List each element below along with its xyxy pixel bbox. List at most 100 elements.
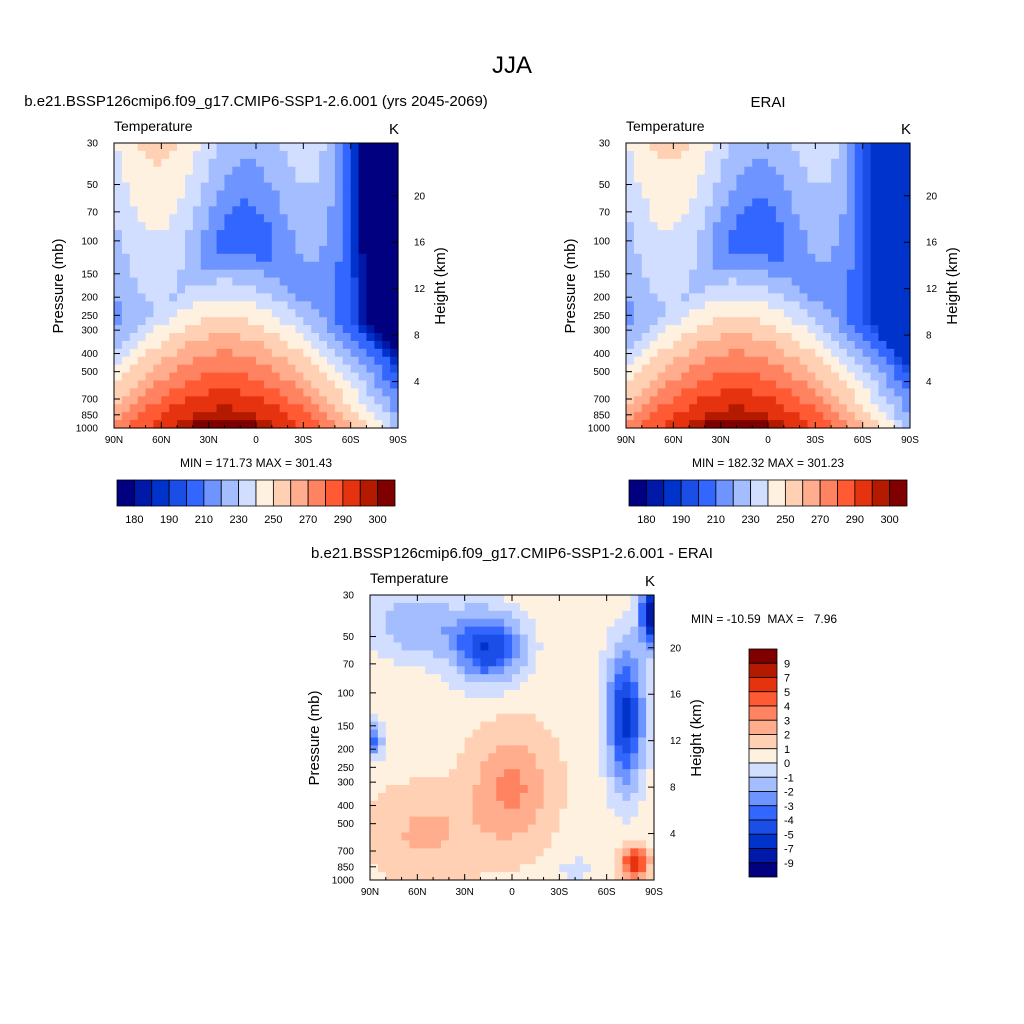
field-cell: [823, 198, 832, 207]
field-cell: [630, 745, 639, 754]
field-cell: [846, 309, 856, 318]
field-cell: [472, 769, 482, 778]
x-tick-label: 60S: [854, 435, 872, 446]
field-cell: [775, 404, 785, 413]
field-cell: [409, 824, 418, 834]
field-cell: [390, 190, 399, 200]
field-cell: [815, 222, 824, 231]
field-cell: [878, 404, 887, 413]
field-cell: [567, 761, 576, 770]
field-cell: [216, 261, 226, 271]
field-cell: [358, 143, 368, 152]
field-cell: [417, 737, 426, 747]
field-cell: [448, 824, 458, 834]
field-cell: [385, 626, 395, 636]
field-cell: [153, 293, 162, 302]
field-cell: [342, 230, 352, 239]
field-cell: [622, 697, 631, 707]
field-cell: [145, 333, 155, 342]
field-cell: [192, 206, 202, 215]
field-cell: [799, 182, 809, 192]
field-cell: [894, 198, 903, 207]
field-cell: [575, 595, 584, 604]
field-cell: [401, 721, 411, 731]
field-cell: [409, 856, 418, 865]
field-cell: [153, 158, 162, 168]
field-cell: [224, 269, 233, 279]
field-cell: [327, 269, 336, 279]
field-cell: [488, 642, 497, 652]
field-cell: [169, 174, 178, 184]
field-cell: [886, 388, 895, 397]
field-cell: [839, 238, 848, 247]
field-cell: [248, 301, 257, 310]
field-cell: [216, 372, 226, 382]
field-cell: [590, 634, 600, 644]
field-cell: [472, 848, 482, 857]
field-cell: [575, 721, 584, 731]
field-cell: [646, 666, 655, 675]
field-cell: [870, 261, 880, 271]
field-cell: [425, 816, 434, 826]
field-cell: [543, 682, 553, 691]
field-cell: [665, 206, 674, 215]
field-cell: [177, 150, 186, 160]
field-cell: [441, 602, 450, 612]
field-cell: [441, 705, 450, 715]
field-cell: [287, 150, 297, 160]
field-cell: [488, 674, 497, 683]
field-cell: [145, 261, 155, 271]
field-cell: [681, 293, 690, 302]
field-cell: [342, 150, 352, 160]
field-cell: [456, 816, 466, 826]
field-cell: [161, 285, 170, 295]
field-cell: [472, 705, 482, 715]
field-cell: [232, 253, 241, 263]
field-cell: [535, 674, 545, 683]
field-cell: [169, 190, 178, 200]
field-cell: [712, 356, 722, 366]
field-cell: [271, 261, 281, 271]
field-cell: [606, 658, 616, 667]
field-cell: [393, 737, 403, 747]
field-cell: [744, 222, 753, 231]
field-cell: [448, 666, 458, 675]
field-cell: [374, 412, 383, 421]
field-cell: [697, 301, 706, 310]
field-cell: [504, 618, 513, 628]
field-cell: [393, 840, 403, 849]
field-cell: [598, 753, 608, 762]
field-cell: [665, 372, 674, 382]
field-cell: [472, 642, 482, 652]
field-cell: [366, 261, 375, 271]
field-cell: [480, 745, 489, 754]
field-cell: [145, 317, 155, 326]
field-cell: [208, 396, 218, 405]
field-cell: [606, 824, 616, 834]
field-cell: [527, 674, 537, 683]
field-cell: [377, 634, 387, 644]
field-cell: [567, 737, 576, 747]
field-cell: [622, 610, 631, 620]
field-cell: [527, 642, 537, 652]
field-cell: [752, 301, 761, 310]
field-cell: [114, 309, 123, 318]
field-cell: [256, 269, 265, 279]
field-cell: [177, 348, 186, 358]
field-cell: [248, 261, 257, 271]
field-cell: [646, 737, 655, 747]
field-cell: [390, 412, 399, 421]
field-cell: [689, 214, 698, 223]
field-cell: [783, 396, 793, 405]
field-cell: [894, 166, 903, 176]
field-cell: [831, 206, 840, 215]
field-cell: [137, 190, 147, 200]
field-cell: [878, 143, 887, 152]
field-cell: [385, 721, 395, 731]
field-cell: [311, 333, 320, 342]
field-cell: [527, 840, 537, 849]
field-cell: [799, 222, 809, 231]
field-cell: [417, 626, 426, 636]
field-cell: [177, 222, 186, 231]
field-cell: [433, 602, 442, 612]
